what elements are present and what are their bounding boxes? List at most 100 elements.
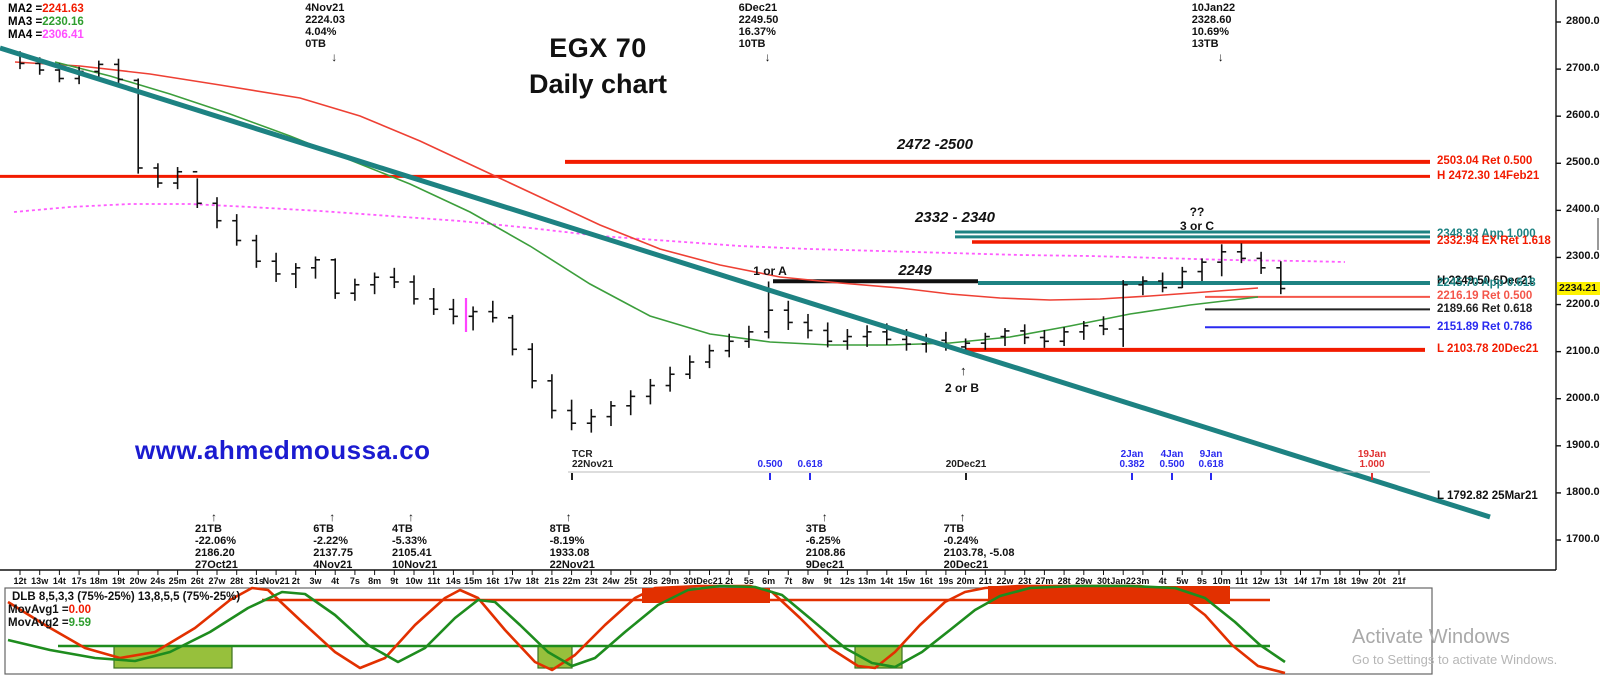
level-label: 2216.19 Ret 0.500 [1437,290,1533,303]
date-label: 8m [368,576,382,586]
bottom-annotation-line: 2186.20 [195,547,235,559]
bottom-annotation-line: 7TB [943,523,965,535]
time-ruler-label: 0.618 [1198,459,1224,470]
top-annotation-line: 4.04% [305,26,337,38]
date-label: 9t [823,576,832,586]
date-label: 14t [880,576,894,586]
down-arrow: ↓ [331,50,338,64]
bottom-annotation-line: 10Nov21 [392,559,438,571]
movavg2-label: MovAvg2 = [8,617,69,629]
date-label: 10w [405,576,423,586]
price-axis-label: 2500.00 [1566,156,1600,169]
top-annotation-line: 10.69% [1191,26,1229,38]
date-label: 29w [1075,576,1093,586]
date-label: 27m [1035,576,1054,586]
date-label: 3m [1136,576,1150,586]
date-label: 2t [725,576,734,586]
date-label: 9s [1196,576,1208,586]
date-label: 7s [349,576,360,586]
date-label: 6m [762,576,776,586]
zone-label: 2332 - 2340 [914,209,996,226]
date-label: 16t [919,576,933,586]
date-label: 24w [602,576,620,586]
up-arrow: ↑ [959,510,966,524]
up-arrow: ↑ [565,510,572,524]
date-label: 25m [168,576,187,586]
date-label: 20t [1372,576,1386,586]
bottom-annotation-line: -6.25% [805,535,841,547]
price-axis-label: 2000.00 [1566,391,1600,404]
level-label: 2189.66 Ret 0.618 [1437,302,1533,315]
date-label: 5w [1176,576,1189,586]
down-arrow: ↓ [1217,50,1224,64]
ma3-legend: MA3 =2230.16 [8,16,84,28]
oscillator-movavg2-legend: MovAvg2 =9.59 [8,617,91,629]
date-label: 13m [858,576,877,586]
zone-label: 3 or C [1179,219,1215,233]
date-label: 3w [309,576,322,586]
bottom-annotation-line: 27Oct21 [195,559,238,571]
time-ruler-label: 0.500 [1159,459,1185,470]
date-label: 17s [71,576,87,586]
oscillator-settings-label: DLB 8,5,3,3 (75%-25%) 13,8,5,5 (75%-25%) [12,591,241,603]
bottom-annotation-line: 2137.75 [313,547,353,559]
bottom-annotation-line: -5.33% [392,535,427,547]
level-label: 2348.93 App 1.000 [1437,227,1536,240]
up-arrow: ↑ [211,510,217,524]
trend-line [0,45,1491,520]
bottom-annotation-line: 3TB [805,523,827,535]
date-label: 5s [743,576,754,586]
movavg2-value: 9.59 [68,617,91,629]
watermark-link[interactable]: www.ahmedmoussa.co [135,435,431,465]
date-label: 13w [31,576,49,586]
date-label: Dec21 [696,576,723,586]
date-label: 12t [13,576,27,586]
movavg1-value: 0.00 [68,604,91,616]
bottom-annotation-line: 4Nov21 [313,559,353,571]
level-label: H 2249.50 6Dec21 [1437,274,1534,287]
bottom-annotation-line: 2105.41 [392,547,432,559]
oscillator-green-curve [7,584,1286,669]
ma4-value: 2306.41 [42,29,84,41]
level-label: 2332.94 EX Ret 1.618 [1437,235,1551,248]
date-label: 30t [683,576,697,586]
date-label: 12s [839,576,855,586]
date-label: 11t [1235,576,1248,586]
level-label: L 2103.78 20Dec21 [1437,343,1539,356]
date-label: 26t [190,576,204,586]
bottom-annotation-line: 2103.78, -5.08 [943,547,1015,559]
level-label: 2503.04 Ret 0.500 [1437,155,1533,168]
activate-windows-subtext: Go to Settings to activate Windows. [1352,652,1558,667]
date-label: 22w [996,576,1014,586]
bottom-annotation-line: 2108.86 [805,547,846,559]
date-label: 25t [624,576,638,586]
level-label: 2151.89 Ret 0.786 [1437,320,1533,333]
ma3-label: MA3 = [8,16,43,28]
top-annotation-line: 2249.50 [738,14,779,26]
ma4-legend: MA4 =2306.41 [8,29,84,41]
date-label: 19w [1351,576,1369,586]
top-annotation-line: 13TB [1191,38,1219,50]
time-ruler-label: 0.382 [1119,459,1145,470]
top-annotation-line: 6Dec21 [738,2,778,14]
date-label: 28t [1057,576,1071,586]
zone-label: 2 or B [944,381,980,395]
bottom-annotation-line: -22.06% [195,535,236,547]
date-label: 15w [897,576,916,586]
ma2-value: 2241.63 [42,3,84,15]
price-axis-label: 2200.00 [1566,297,1600,310]
time-ruler-label: 20Dec21 [945,459,987,470]
bottom-annotation-line: 6TB [313,523,334,535]
top-annotation-line: 4Nov21 [305,2,345,14]
price-axis-label: 2300.00 [1566,250,1600,263]
level-label: L 1792.82 25Mar21 [1437,489,1538,502]
price-axis-label: 2400.00 [1566,203,1600,216]
date-label: 15m [464,576,483,586]
bottom-annotation-line: 9Dec21 [805,559,845,571]
top-annotation-line: 2224.03 [305,14,345,26]
time-ruler-label: 4Jan [1160,449,1184,460]
date-label: 20w [129,576,147,586]
date-label: 21t [978,576,992,586]
zone-label: 1 or A [753,264,787,278]
